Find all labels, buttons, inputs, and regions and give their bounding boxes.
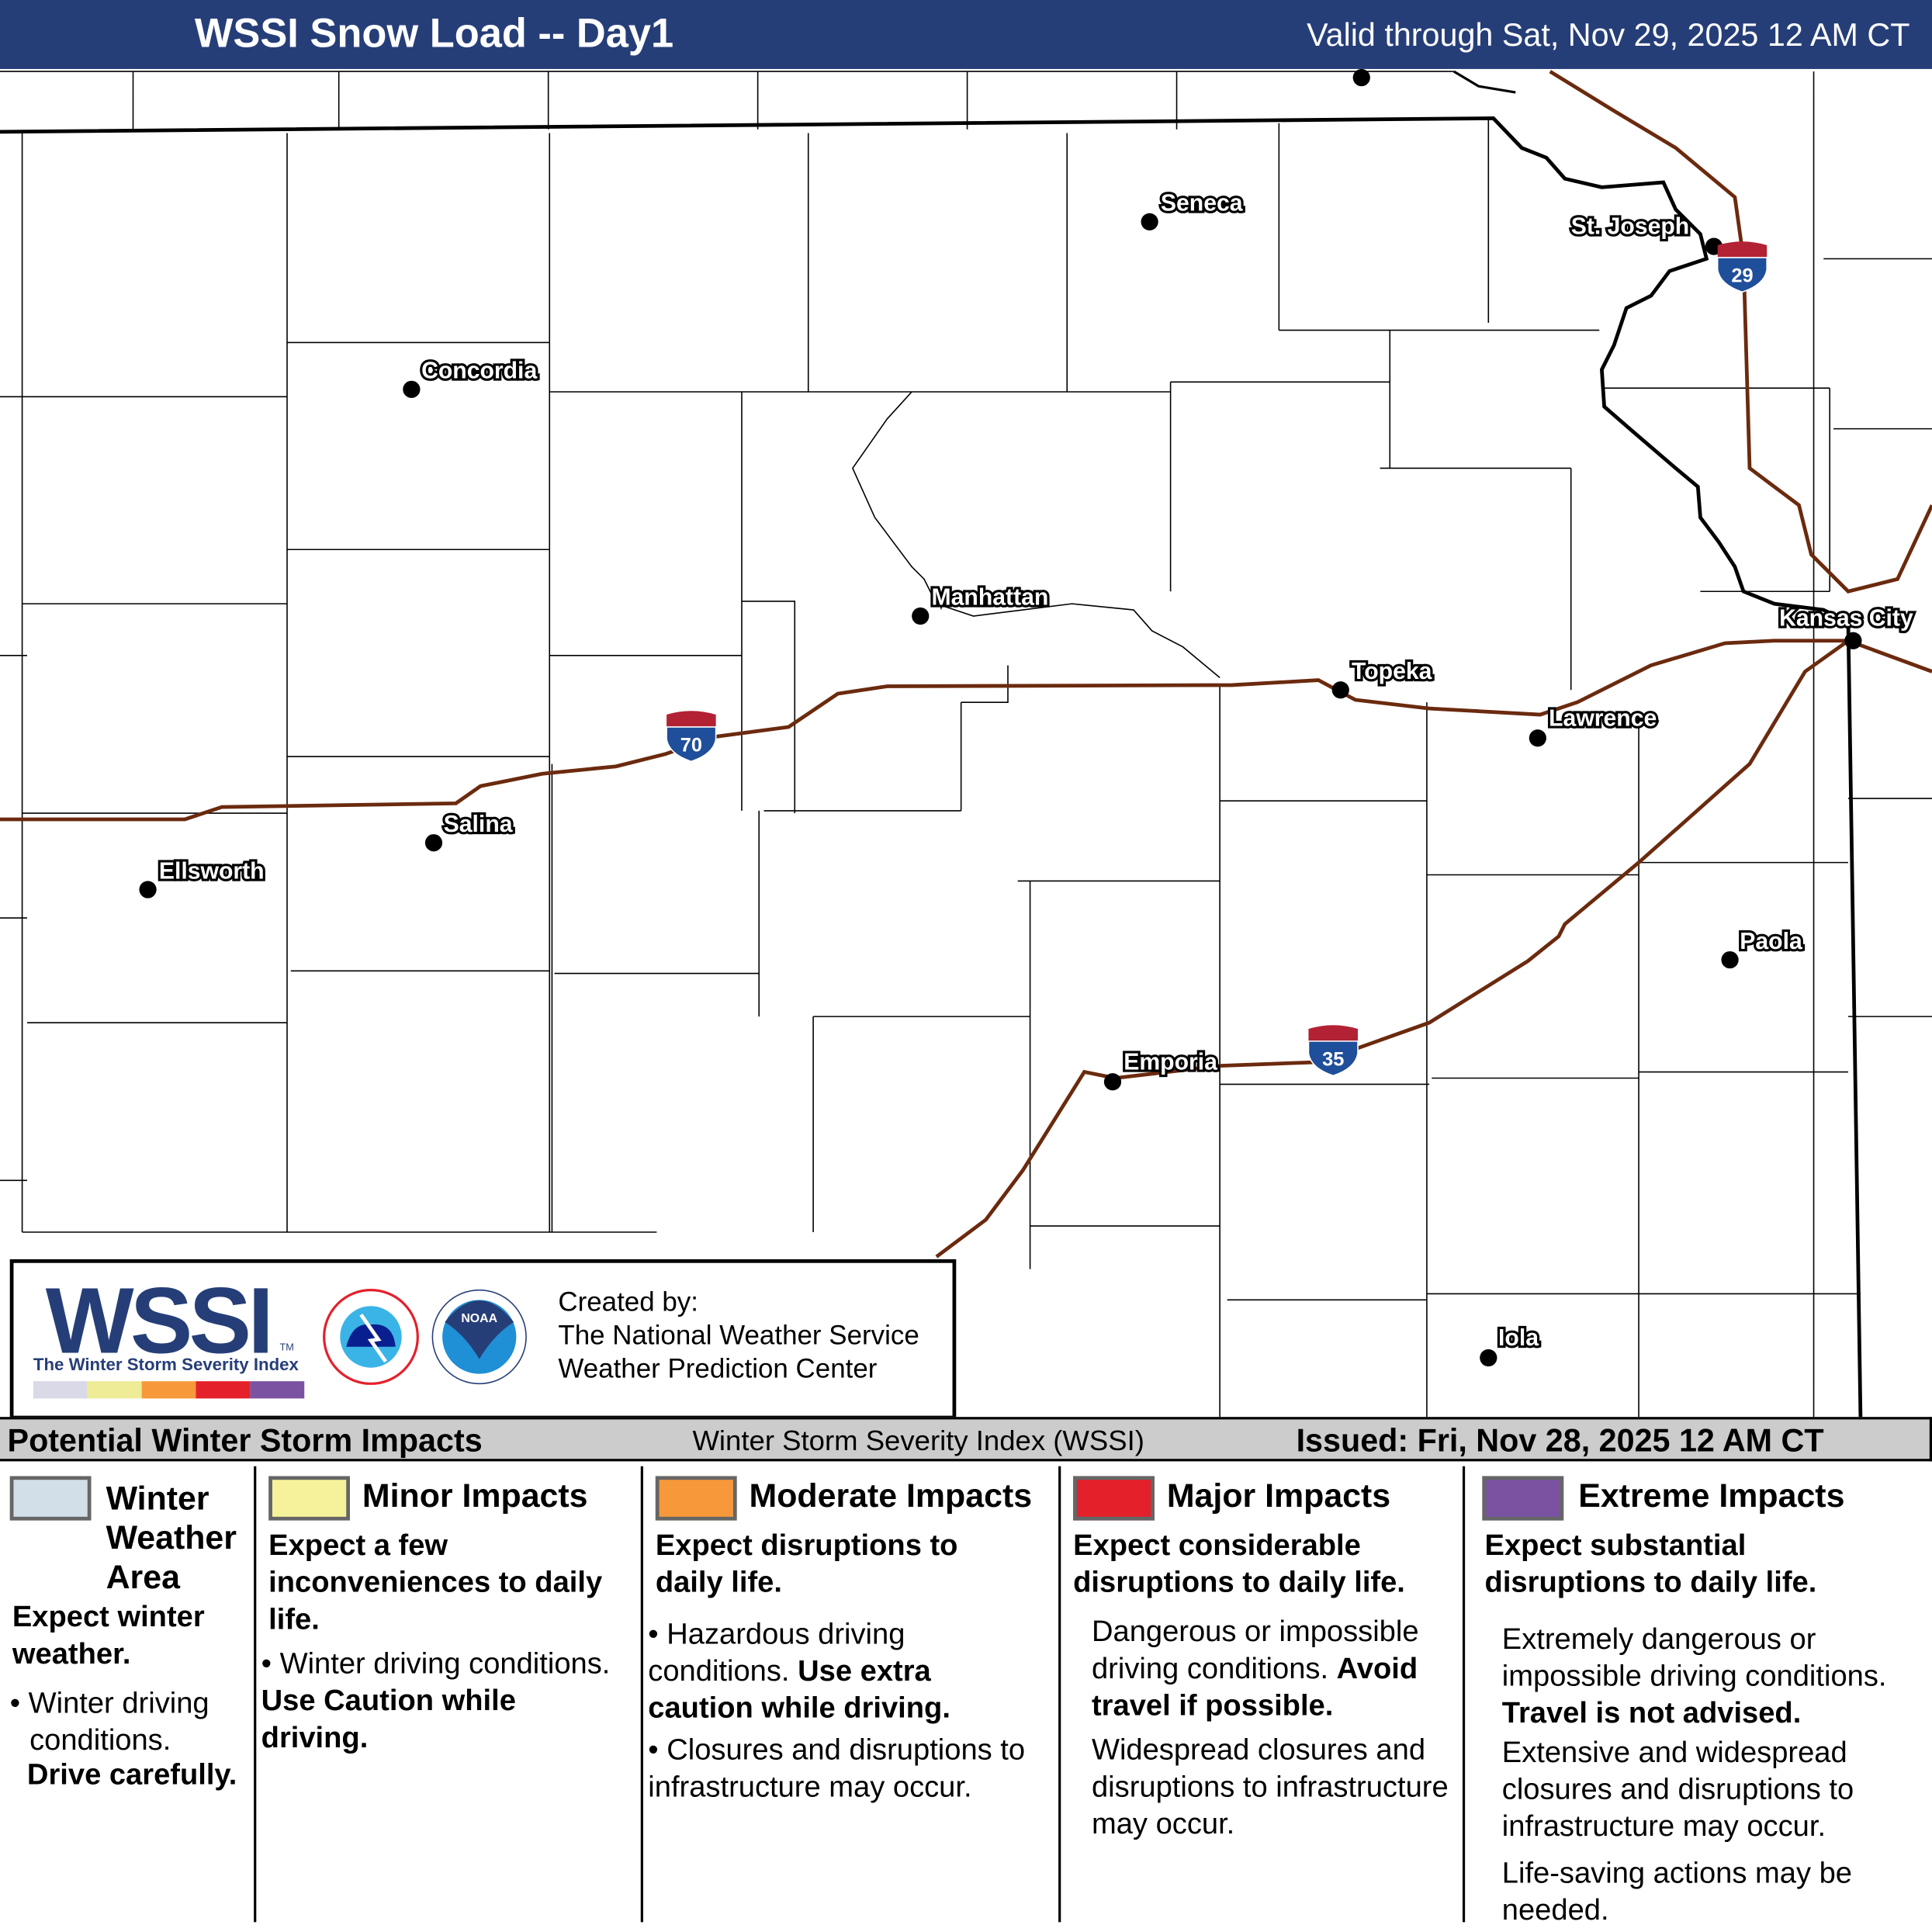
legend-bullet: • Winter driving conditions. [9, 1686, 209, 1757]
legend-text: Extremely dangerous or impossible drivin… [1501, 1622, 1887, 1730]
legend-title: Winter Weather Area [106, 1480, 237, 1596]
divider [1462, 1466, 1466, 1923]
org-wpc: Weather Prediction Center [558, 1352, 878, 1384]
trademark: TM [279, 1342, 294, 1353]
nws-logo-icon [323, 1289, 419, 1385]
city-label: Topeka [1352, 659, 1432, 684]
index-name: Winter Storm Severity Index (WSSI) [692, 1424, 1144, 1457]
color-swatch [1482, 1476, 1564, 1521]
legend-title: Minor Impacts [362, 1477, 588, 1515]
noaa-logo-icon: NOAA [431, 1289, 527, 1385]
divider [254, 1466, 257, 1923]
legend-lead: Expect winter weather. [12, 1600, 205, 1671]
valid-time: Valid through Sat, Nov 29, 2025 12 AM CT [1307, 16, 1910, 54]
impacts-header-strip: Potential Winter Storm Impacts Winter St… [0, 1417, 1932, 1462]
created-by-label: Created by: [558, 1286, 698, 1317]
city-label: Lawrence [1549, 705, 1657, 731]
legend-text: Extensive and widespread closures and di… [1501, 1736, 1854, 1844]
city-label: Paola [1740, 929, 1802, 954]
svg-text:35: 35 [1322, 1049, 1344, 1071]
map: Seneca St. Joseph Concordia Manhattan Ka… [0, 68, 1932, 1418]
legend-text: Dangerous or impossible driving conditio… [1091, 1615, 1419, 1723]
impacts-title: Potential Winter Storm Impacts [7, 1421, 483, 1459]
interstate-shield-29: 29 [1716, 241, 1768, 293]
county-lines [0, 71, 1932, 1418]
legend-lead: Expect substantial disruptions to daily … [1484, 1529, 1817, 1600]
legend-minor-impacts: Minor Impacts Expect a few inconvenience… [256, 1466, 640, 1925]
color-swatch [655, 1476, 737, 1521]
legend-title: Extreme Impacts [1578, 1477, 1845, 1515]
divider [640, 1466, 643, 1923]
logo-box: WSSI TM The Winter Storm Severity Index … [9, 1259, 957, 1420]
legend-extreme-impacts: Extreme Impacts Expect substantial disru… [1465, 1466, 1932, 1927]
interstate-shield-70: 70 [666, 711, 717, 763]
legend-text: Widespread closures and disruptions to i… [1091, 1733, 1449, 1841]
svg-text:70: 70 [680, 735, 702, 757]
legend-bullet: • Hazardous driving conditions. Use extr… [648, 1618, 950, 1726]
color-swatch [268, 1476, 350, 1521]
header-bar: WSSI Snow Load -- Day1 Valid through Sat… [0, 0, 1932, 69]
city-label: Seneca [1161, 191, 1243, 216]
legend-moderate-impacts: Moderate Impacts Expect disruptions to d… [643, 1466, 1058, 1925]
interstates [0, 70, 1932, 1259]
legend-text: Life-saving actions may be needed. [1501, 1857, 1853, 1927]
city-dots [139, 68, 1862, 1367]
legend-major-impacts: Major Impacts Expect considerable disrup… [1061, 1466, 1463, 1925]
city-label: Salina [444, 812, 513, 837]
city-label: Ellsworth [159, 858, 265, 884]
svg-text:29: 29 [1731, 265, 1753, 287]
city-label: Iola [1498, 1325, 1539, 1351]
color-swatch [1073, 1476, 1155, 1521]
legend-bullet: • Closures and disruptions to infrastruc… [648, 1733, 1026, 1804]
legend-bullet: • Winter driving conditions. Use Caution… [261, 1647, 611, 1755]
created-by: Created by: The National Weather Service… [558, 1285, 919, 1385]
city-labels: Seneca St. Joseph Concordia Manhattan Ka… [157, 188, 1916, 1353]
legend-lead: Expect a few inconveniences to daily lif… [268, 1529, 603, 1636]
color-swatch [9, 1476, 92, 1521]
kansas-river [851, 391, 1220, 679]
wssi-logo: WSSI [45, 1269, 274, 1374]
svg-text:NOAA: NOAA [461, 1312, 497, 1325]
interstate-shield-35: 35 [1307, 1025, 1359, 1077]
city-label: Manhattan [932, 585, 1049, 611]
org-nws: The National Weather Service [558, 1319, 919, 1351]
wssi-subtitle: The Winter Storm Severity Index [33, 1354, 299, 1374]
severity-color-bar [33, 1381, 305, 1399]
legend-title: Moderate Impacts [749, 1477, 1033, 1515]
city-label: St. Joseph [1571, 214, 1690, 240]
divider [1058, 1466, 1061, 1923]
city-label: Concordia [421, 358, 537, 384]
map-title: WSSI Snow Load -- Day1 [194, 9, 674, 56]
legend-lead: Expect considerable disruptions to daily… [1073, 1529, 1405, 1600]
nws-noaa-logos: NOAA [323, 1289, 527, 1385]
legend-lead: Expect disruptions to daily life. [655, 1529, 958, 1600]
city-label: Kansas City [1779, 606, 1913, 632]
legend-winter-weather-area: Winter Weather Area Expect winter weathe… [0, 1466, 254, 1925]
issued-time: Issued: Fri, Nov 28, 2025 12 AM CT [1296, 1421, 1824, 1459]
legend-title: Major Impacts [1166, 1477, 1391, 1515]
state-lines [0, 70, 1863, 1418]
legend-bullet-bold: Drive carefully. [26, 1758, 237, 1792]
city-label: Emporia [1124, 1049, 1217, 1075]
